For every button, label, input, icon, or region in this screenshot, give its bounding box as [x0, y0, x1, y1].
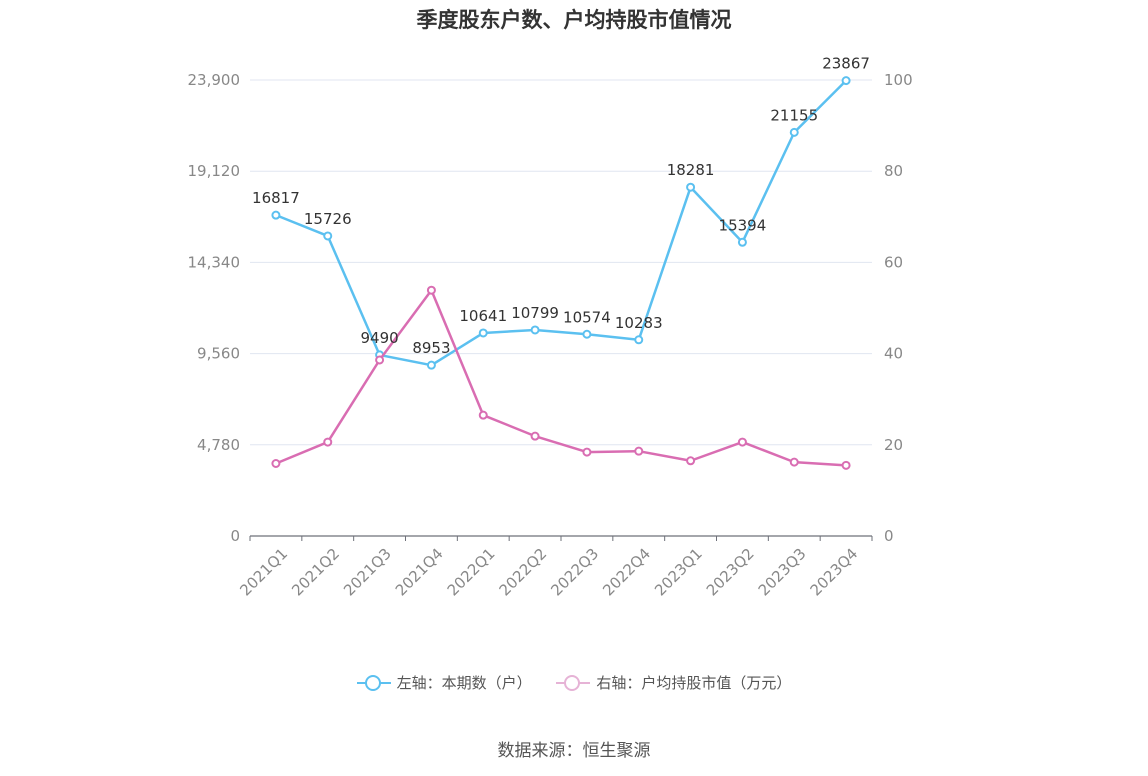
data-point-left [323, 231, 333, 241]
legend-swatch-right [556, 674, 591, 691]
data-label: 9490 [360, 329, 398, 347]
y-left-tick-label: 0 [230, 527, 240, 545]
x-tick-label: 2022Q1 [444, 545, 499, 600]
y-right-tick-label: 80 [884, 162, 903, 180]
data-point-right [737, 437, 747, 447]
y-right-tick-label: 100 [884, 71, 913, 89]
data-label: 10799 [511, 304, 559, 322]
data-point-left [686, 182, 696, 192]
x-tick-label: 2022Q2 [496, 545, 551, 600]
x-tick-label: 2021Q3 [340, 545, 395, 600]
legend-label-left: 左轴：本期数（户） [396, 674, 532, 692]
axes: 0 0 4,780 20 9,560 40 14,340 60 19,120 80 23,900 10… [188, 71, 913, 599]
y-left-tick-label: 14,340 [188, 253, 241, 271]
data-label: 15726 [304, 210, 352, 228]
x-tick-label: 2022Q3 [547, 545, 602, 600]
data-point-right [789, 457, 799, 467]
x-tick-label: 2021Q2 [288, 545, 343, 600]
x-tick-label: 2023Q1 [651, 545, 706, 600]
legend: 左轴：本期数（户） 右轴：户均持股市值（万元） [0, 672, 1148, 695]
y-right-tick-label: 40 [884, 345, 903, 363]
y-right-tick-label: 60 [884, 253, 903, 271]
data-label: 18281 [667, 161, 715, 179]
y-right-tick-label: 0 [884, 527, 894, 545]
x-tick-label: 2021Q4 [392, 545, 447, 600]
data-label: 10641 [459, 307, 507, 325]
data-point-left [530, 325, 540, 335]
data-point-right [841, 460, 851, 470]
series-line-left [275, 79, 847, 367]
y-left-tick-label: 4,780 [197, 436, 240, 454]
y-right-tick-label: 20 [884, 436, 903, 454]
x-tick-label: 2022Q4 [599, 545, 654, 600]
data-point-left [841, 76, 851, 86]
data-point-right [271, 458, 281, 468]
data-point-left [634, 335, 644, 345]
data-point-left [426, 360, 436, 370]
source-note: 数据来源：恒生聚源 [497, 741, 651, 761]
data-label: 21155 [770, 106, 818, 124]
data-point-right [426, 285, 436, 295]
data-point-left [478, 328, 488, 338]
data-point-right [686, 456, 696, 466]
x-tick-label: 2023Q3 [755, 545, 810, 600]
y-left-tick-label: 23,900 [188, 71, 241, 89]
data-point-right [478, 410, 488, 420]
data-label: 23867 [822, 55, 870, 73]
data-label: 8953 [412, 339, 450, 357]
legend-label-right: 右轴：户均持股市值（万元） [596, 674, 792, 692]
legend-item-right-series[interactable]: 右轴：户均持股市值（万元） [556, 672, 791, 693]
x-tick-label: 2021Q1 [236, 545, 291, 600]
x-tick-label: 2023Q4 [807, 545, 862, 600]
data-point-right [582, 447, 592, 457]
data-label: 16817 [252, 189, 300, 207]
chart-title: 季度股东户数、户均持股市值情况 [416, 8, 732, 32]
data-point-left [271, 210, 281, 220]
data-label: 10574 [563, 308, 611, 326]
series-line-right [275, 288, 847, 467]
data-point-right [530, 431, 540, 441]
series-lines [271, 76, 851, 470]
data-point-left [737, 237, 747, 247]
y-left-tick-label: 9,560 [197, 345, 240, 363]
legend-swatch-left [356, 674, 391, 691]
legend-item-left-series[interactable]: 左轴：本期数（户） [356, 672, 532, 693]
x-tick-label: 2023Q2 [703, 545, 758, 600]
data-label: 10283 [615, 314, 663, 332]
grid-lines [250, 79, 872, 446]
data-point-right [634, 446, 644, 456]
data-point-left [582, 329, 592, 339]
data-label: 15394 [719, 216, 767, 234]
data-point-left [789, 127, 799, 137]
data-point-right [375, 355, 385, 365]
y-left-tick-label: 19,120 [188, 162, 241, 180]
data-point-right [323, 437, 333, 447]
